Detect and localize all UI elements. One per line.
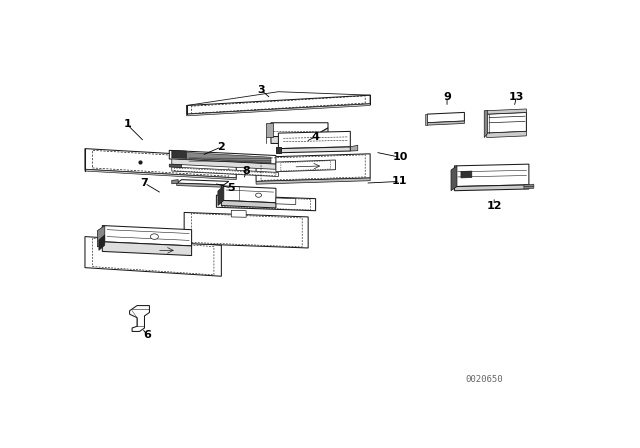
- Polygon shape: [454, 164, 529, 186]
- Polygon shape: [276, 160, 335, 172]
- Text: 1: 1: [124, 120, 131, 129]
- Polygon shape: [85, 169, 236, 180]
- Text: 8: 8: [243, 166, 250, 176]
- Polygon shape: [276, 198, 296, 204]
- Polygon shape: [484, 111, 488, 138]
- Circle shape: [150, 234, 158, 239]
- Polygon shape: [177, 180, 229, 185]
- Polygon shape: [102, 242, 191, 255]
- Polygon shape: [97, 225, 105, 247]
- Polygon shape: [425, 114, 428, 125]
- Text: 4: 4: [312, 132, 319, 142]
- Polygon shape: [177, 183, 224, 187]
- Polygon shape: [187, 104, 370, 116]
- Text: 7: 7: [141, 178, 148, 188]
- Text: 5: 5: [227, 183, 235, 193]
- Polygon shape: [486, 112, 527, 133]
- Text: 2: 2: [218, 142, 225, 152]
- Polygon shape: [85, 149, 236, 178]
- Polygon shape: [278, 147, 350, 153]
- Polygon shape: [172, 180, 178, 184]
- Polygon shape: [256, 178, 370, 184]
- Polygon shape: [129, 306, 150, 332]
- Polygon shape: [461, 171, 472, 178]
- Polygon shape: [486, 131, 527, 138]
- Circle shape: [255, 193, 262, 197]
- Polygon shape: [216, 195, 316, 211]
- Polygon shape: [169, 151, 276, 164]
- Polygon shape: [266, 123, 273, 137]
- Polygon shape: [85, 237, 221, 276]
- Polygon shape: [276, 147, 281, 153]
- Polygon shape: [454, 185, 529, 191]
- Polygon shape: [99, 235, 105, 250]
- Polygon shape: [350, 145, 358, 151]
- Text: 13: 13: [509, 92, 524, 102]
- Polygon shape: [428, 121, 465, 125]
- Polygon shape: [172, 151, 187, 159]
- Polygon shape: [276, 147, 281, 153]
- Text: 3: 3: [257, 85, 265, 95]
- Polygon shape: [102, 225, 191, 246]
- Polygon shape: [169, 164, 182, 168]
- Polygon shape: [271, 128, 328, 143]
- Polygon shape: [184, 212, 308, 248]
- Polygon shape: [486, 109, 527, 114]
- Polygon shape: [271, 123, 328, 137]
- Polygon shape: [524, 184, 534, 189]
- Polygon shape: [221, 186, 276, 203]
- Polygon shape: [172, 167, 278, 177]
- Polygon shape: [187, 95, 370, 114]
- Text: 0020650: 0020650: [465, 375, 503, 384]
- Polygon shape: [256, 154, 370, 181]
- Text: 11: 11: [392, 177, 408, 186]
- Polygon shape: [221, 200, 276, 208]
- Polygon shape: [451, 166, 457, 191]
- Text: 9: 9: [443, 92, 451, 102]
- Text: 6: 6: [143, 330, 151, 340]
- Polygon shape: [218, 186, 224, 206]
- Polygon shape: [172, 159, 276, 169]
- Polygon shape: [187, 152, 271, 163]
- Polygon shape: [428, 112, 465, 123]
- Text: 12: 12: [486, 201, 502, 211]
- Polygon shape: [278, 131, 350, 149]
- Polygon shape: [231, 211, 246, 217]
- Text: 10: 10: [392, 152, 408, 162]
